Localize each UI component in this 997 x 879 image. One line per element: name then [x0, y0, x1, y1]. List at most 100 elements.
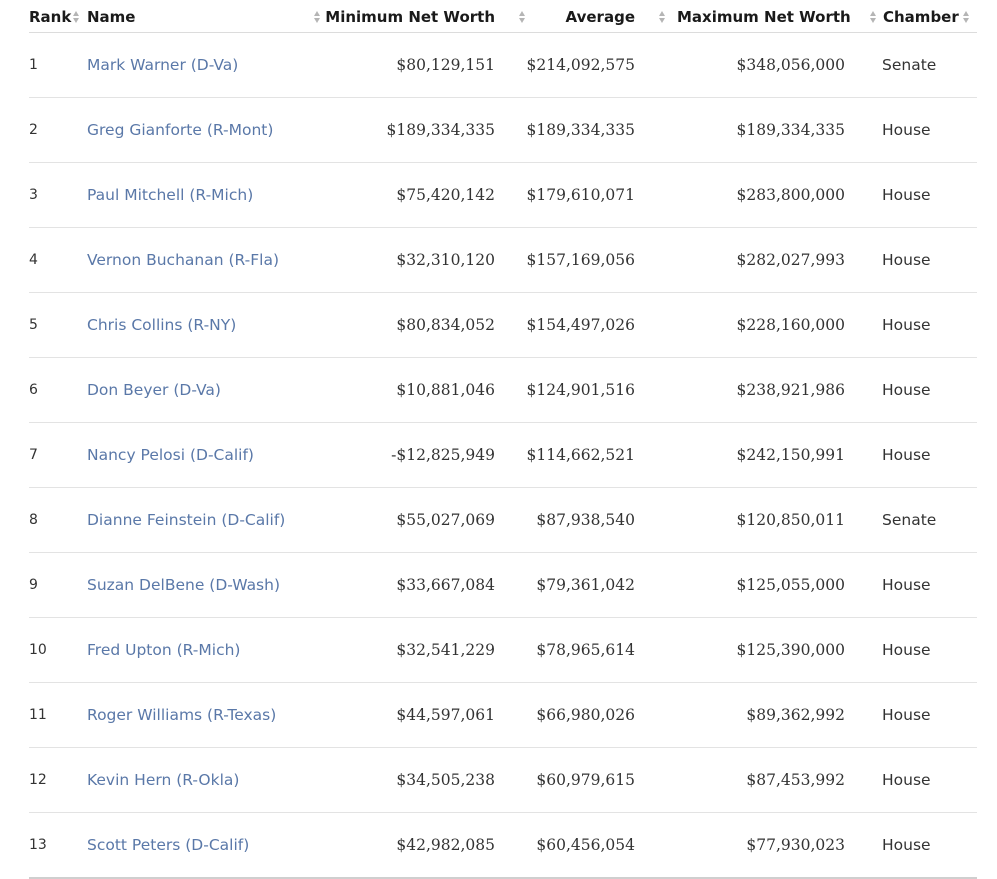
name-link[interactable]: Vernon Buchanan (R-Fla)	[87, 251, 280, 269]
table-row: 13 Scott Peters (D-Calif) $42,982,085 $6…	[29, 813, 977, 879]
chamber-cell: House	[882, 706, 931, 724]
max-net-worth-cell: $87,453,992	[746, 771, 845, 789]
chamber-cell: House	[882, 446, 931, 464]
chamber-cell: House	[882, 186, 931, 204]
average-cell: $79,361,042	[536, 576, 635, 594]
average-cell: $214,092,575	[526, 56, 635, 74]
name-link[interactable]: Roger Williams (R-Texas)	[87, 706, 277, 724]
chamber-cell: House	[882, 381, 931, 399]
chamber-cell: House	[882, 121, 931, 139]
average-cell: $87,938,540	[536, 511, 635, 529]
max-net-worth-cell: $238,921,986	[736, 381, 845, 399]
name-link[interactable]: Chris Collins (R-NY)	[87, 316, 237, 334]
max-net-worth-cell: $120,850,011	[736, 511, 845, 529]
table-row: 1 Mark Warner (D-Va) $80,129,151 $214,09…	[29, 33, 977, 98]
chamber-cell: House	[882, 641, 931, 659]
sort-min-net-worth-icon[interactable]	[518, 11, 526, 23]
header-chamber[interactable]: Chamber	[883, 8, 959, 26]
min-net-worth-cell: $80,129,151	[396, 56, 495, 74]
rank-cell: 13	[29, 837, 47, 853]
average-cell: $189,334,335	[526, 121, 635, 139]
header-max-net-worth[interactable]: Maximum Net Worth	[677, 8, 851, 26]
rank-cell: 11	[29, 707, 47, 723]
average-cell: $179,610,071	[526, 186, 635, 204]
sort-max-net-worth-icon[interactable]	[869, 11, 877, 23]
table-row: 2 Greg Gianforte (R-Mont) $189,334,335 $…	[29, 98, 977, 163]
name-link[interactable]: Dianne Feinstein (D-Calif)	[87, 511, 286, 529]
sort-name-icon[interactable]	[313, 11, 321, 23]
table-header: Rank Name Minimum Net Worth Average Maxi…	[29, 0, 977, 33]
name-link[interactable]: Scott Peters (D-Calif)	[87, 836, 250, 854]
header-min-net-worth[interactable]: Minimum Net Worth	[325, 8, 495, 26]
rank-cell: 12	[29, 772, 47, 788]
name-link[interactable]: Mark Warner (D-Va)	[87, 56, 239, 74]
min-net-worth-cell: -$12,825,949	[391, 446, 495, 464]
rank-cell: 4	[29, 252, 38, 268]
min-net-worth-cell: $42,982,085	[396, 836, 495, 854]
name-link[interactable]: Suzan DelBene (D-Wash)	[87, 576, 281, 594]
min-net-worth-cell: $80,834,052	[396, 316, 495, 334]
table-row: 7 Nancy Pelosi (D-Calif) -$12,825,949 $1…	[29, 423, 977, 488]
chamber-cell: Senate	[882, 56, 937, 74]
rank-cell: 2	[29, 122, 38, 138]
sort-chamber-icon[interactable]	[962, 11, 970, 23]
max-net-worth-cell: $77,930,023	[746, 836, 845, 854]
rank-cell: 7	[29, 447, 38, 463]
sort-rank-icon[interactable]	[72, 11, 80, 23]
name-link[interactable]: Paul Mitchell (R-Mich)	[87, 186, 254, 204]
rank-cell: 1	[29, 57, 38, 73]
max-net-worth-cell: $89,362,992	[746, 706, 845, 724]
header-average[interactable]: Average	[565, 8, 635, 26]
max-net-worth-cell: $348,056,000	[736, 56, 845, 74]
table-row: 4 Vernon Buchanan (R-Fla) $32,310,120 $1…	[29, 228, 977, 293]
rank-cell: 9	[29, 577, 38, 593]
rank-cell: 5	[29, 317, 38, 333]
table-row: 10 Fred Upton (R-Mich) $32,541,229 $78,9…	[29, 618, 977, 683]
table-row: 6 Don Beyer (D-Va) $10,881,046 $124,901,…	[29, 358, 977, 423]
average-cell: $66,980,026	[536, 706, 635, 724]
min-net-worth-cell: $55,027,069	[396, 511, 495, 529]
average-cell: $78,965,614	[536, 641, 635, 659]
table-row: 11 Roger Williams (R-Texas) $44,597,061 …	[29, 683, 977, 748]
max-net-worth-cell: $228,160,000	[736, 316, 845, 334]
max-net-worth-cell: $189,334,335	[736, 121, 845, 139]
table-row: 3 Paul Mitchell (R-Mich) $75,420,142 $17…	[29, 163, 977, 228]
min-net-worth-cell: $75,420,142	[396, 186, 495, 204]
chamber-cell: House	[882, 771, 931, 789]
name-link[interactable]: Kevin Hern (R-Okla)	[87, 771, 240, 789]
table-row: 8 Dianne Feinstein (D-Calif) $55,027,069…	[29, 488, 977, 553]
rank-cell: 3	[29, 187, 38, 203]
name-link[interactable]: Greg Gianforte (R-Mont)	[87, 121, 274, 139]
min-net-worth-cell: $44,597,061	[396, 706, 495, 724]
table-body: 1 Mark Warner (D-Va) $80,129,151 $214,09…	[29, 33, 977, 879]
average-cell: $60,456,054	[536, 836, 635, 854]
max-net-worth-cell: $125,055,000	[736, 576, 845, 594]
average-cell: $157,169,056	[526, 251, 635, 269]
min-net-worth-cell: $33,667,084	[396, 576, 495, 594]
max-net-worth-cell: $283,800,000	[736, 186, 845, 204]
min-net-worth-cell: $32,310,120	[396, 251, 495, 269]
average-cell: $114,662,521	[526, 446, 635, 464]
min-net-worth-cell: $34,505,238	[396, 771, 495, 789]
sort-average-icon[interactable]	[658, 11, 666, 23]
max-net-worth-cell: $242,150,991	[736, 446, 845, 464]
net-worth-table: Rank Name Minimum Net Worth Average Maxi…	[29, 0, 977, 879]
header-rank[interactable]: Rank	[29, 8, 72, 26]
rank-cell: 8	[29, 512, 38, 528]
chamber-cell: House	[882, 316, 931, 334]
header-name[interactable]: Name	[87, 8, 136, 26]
rank-cell: 10	[29, 642, 47, 658]
min-net-worth-cell: $189,334,335	[386, 121, 495, 139]
chamber-cell: Senate	[882, 511, 937, 529]
min-net-worth-cell: $32,541,229	[396, 641, 495, 659]
average-cell: $60,979,615	[536, 771, 635, 789]
chamber-cell: House	[882, 251, 931, 269]
max-net-worth-cell: $282,027,993	[736, 251, 845, 269]
average-cell: $154,497,026	[526, 316, 635, 334]
chamber-cell: House	[882, 576, 931, 594]
name-link[interactable]: Nancy Pelosi (D-Calif)	[87, 446, 254, 464]
name-link[interactable]: Fred Upton (R-Mich)	[87, 641, 241, 659]
chamber-cell: House	[882, 836, 931, 854]
average-cell: $124,901,516	[526, 381, 635, 399]
name-link[interactable]: Don Beyer (D-Va)	[87, 381, 221, 399]
